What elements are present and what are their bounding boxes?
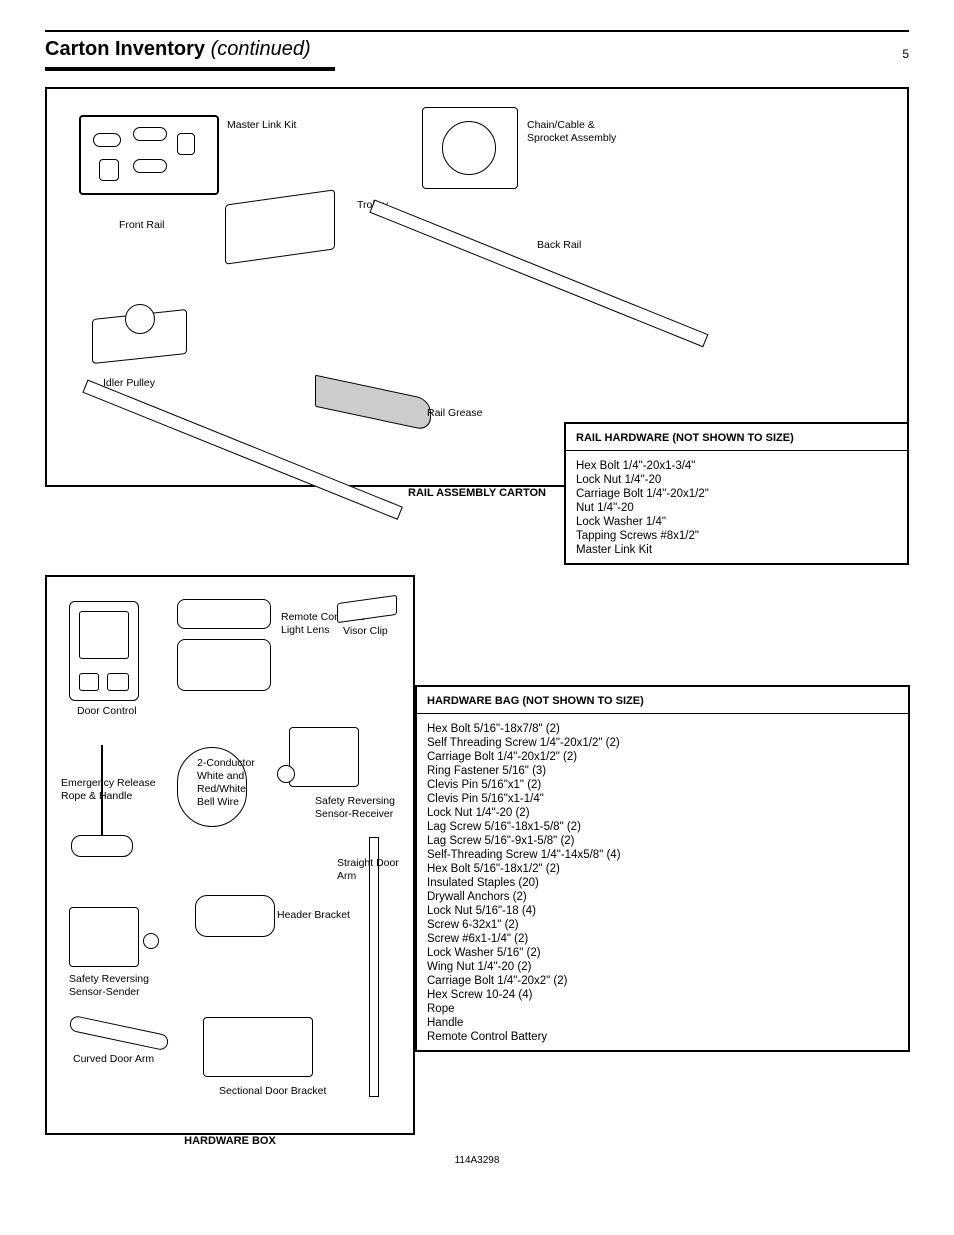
straight-arm-label: Straight Door Arm (337, 857, 413, 883)
door-control-btn1 (79, 673, 99, 691)
rope-handle-label: Emergency Release Rope & Handle (61, 777, 156, 803)
page-number: 5 (902, 47, 909, 61)
rail-hardware-box: RAIL HARDWARE (NOT SHOWN TO SIZE) Hex Bo… (564, 422, 909, 565)
chain-sprocket-inner (442, 121, 496, 175)
lens-figure (177, 639, 271, 691)
hw-item: Lag Screw 5/16"-18x1-5/8" (2) (427, 820, 898, 834)
doc-number: 114A3298 (45, 1155, 909, 1166)
chain-sprocket-label: Chain/Cable & Sprocket Assembly (527, 119, 616, 145)
rail-hardware-list: Hex Bolt 1/4"-20x1-3/4" Lock Nut 1/4"-20… (576, 459, 897, 557)
hw-item: Lock Washer 1/4" (576, 515, 897, 529)
header-bracket-figure (195, 895, 275, 937)
rail-hardware-rule (566, 450, 907, 451)
hw-item: Ring Fastener 5/16" (3) (427, 764, 898, 778)
hardware-bag-list: Hex Bolt 5/16"-18x7/8" (2) Self Threadin… (427, 722, 898, 1044)
hw-item: Tapping Screws #8x1/2" (576, 529, 897, 543)
sensor-rx-label: Safety Reversing Sensor-Receiver (315, 795, 395, 821)
page-title: Carton Inventory (continued) (45, 38, 311, 61)
hardware-bag-rule (417, 713, 908, 714)
hw-item: Rope (427, 1002, 898, 1016)
hw-item: Lock Nut 1/4"-20 (2) (427, 806, 898, 820)
hw-item: Clevis Pin 5/16"x1-1/4" (427, 792, 898, 806)
rail-hardware-heading: RAIL HARDWARE (NOT SHOWN TO SIZE) (576, 432, 897, 448)
hw-item: Hex Bolt 5/16"-18x1/2" (2) (427, 862, 898, 876)
hw-item: Hex Screw 10-24 (4) (427, 988, 898, 1002)
hw-item: Carriage Bolt 1/4"-20x2" (2) (427, 974, 898, 988)
hw-item: Master Link Kit (576, 543, 897, 557)
door-control-label: Door Control (77, 705, 137, 718)
header-bracket-label: Header Bracket (277, 909, 350, 922)
hw-item: Wing Nut 1/4"-20 (2) (427, 960, 898, 974)
back-rail-figure (369, 200, 708, 348)
master-link-shape-1 (93, 133, 121, 147)
top-rule (45, 30, 909, 32)
hw-item: Lock Washer 5/16" (2) (427, 946, 898, 960)
curved-arm-label: Curved Door Arm (73, 1053, 154, 1066)
hw-item: Lock Nut 1/4"-20 (576, 473, 897, 487)
hw-item: Nut 1/4"-20 (576, 501, 897, 515)
sensor-tx-lens (143, 933, 159, 949)
master-link-shape-2 (133, 127, 167, 141)
hw-item: Self-Threading Screw 1/4"-14x5/8" (4) (427, 848, 898, 862)
hw-item: Remote Control Battery (427, 1030, 898, 1044)
hw-item: Carriage Bolt 1/4"-20x1/2" (2) (427, 750, 898, 764)
hw-item: Hex Bolt 1/4"-20x1-3/4" (576, 459, 897, 473)
hw-item: Drywall Anchors (2) (427, 890, 898, 904)
hw-item: Hex Bolt 5/16"-18x7/8" (2) (427, 722, 898, 736)
hw-item: Insulated Staples (20) (427, 876, 898, 890)
rail-assembly-panel: Master Link Kit Trolley Chain/Cable & Sp… (45, 87, 909, 487)
idler-pulley-wheel (125, 304, 155, 334)
hardware-bag-heading: HARDWARE BAG (NOT SHOWN TO SIZE) (427, 695, 898, 711)
hw-item: Screw #6x1-1/4" (2) (427, 932, 898, 946)
door-control-screen (79, 611, 129, 659)
hardware-bag-box: HARDWARE BAG (NOT SHOWN TO SIZE) Hex Bol… (415, 685, 910, 1052)
door-control-btn2 (107, 673, 129, 691)
rail-grease-label: Rail Grease (427, 407, 482, 420)
idler-pulley-label: Idler Pulley (103, 377, 155, 390)
visor-clip-figure (337, 595, 397, 623)
back-rail-label: Back Rail (537, 239, 581, 252)
remote-figure (177, 599, 271, 629)
visor-clip-label: Visor Clip (343, 625, 388, 638)
door-bracket-label: Sectional Door Bracket (219, 1085, 326, 1098)
master-link-label: Master Link Kit (227, 119, 296, 132)
hw-item: Carriage Bolt 1/4"-20x1/2" (576, 487, 897, 501)
panel-b-caption: HARDWARE BOX (47, 1135, 413, 1149)
hw-item: Clevis Pin 5/16"x1" (2) (427, 778, 898, 792)
hw-item: Self Threading Screw 1/4"-20x1/2" (2) (427, 736, 898, 750)
title-continued: (continued) (211, 38, 311, 60)
bell-wire-label: 2-Conductor White and Red/White Bell Wir… (197, 757, 255, 810)
handle-figure (71, 835, 133, 857)
header-row: Carton Inventory (continued) 5 (45, 38, 909, 61)
hw-item: Lag Screw 5/16"-9x1-5/8" (2) (427, 834, 898, 848)
hardware-box-wrap: Door Control Remote Control & Light Lens… (45, 575, 415, 1135)
master-link-shape-5 (133, 159, 167, 173)
master-link-shape-3 (177, 133, 195, 155)
hw-item: Lock Nut 5/16"-18 (4) (427, 904, 898, 918)
sensor-rx-figure (289, 727, 359, 787)
hw-item: Handle (427, 1016, 898, 1030)
sensor-tx-figure (69, 907, 139, 967)
sensor-tx-label: Safety Reversing Sensor-Sender (69, 973, 149, 999)
sensor-rx-lens (277, 765, 295, 783)
title-main: Carton Inventory (45, 38, 205, 60)
hardware-box-panel: Door Control Remote Control & Light Lens… (45, 575, 415, 1135)
title-underline (45, 67, 335, 71)
front-rail-label: Front Rail (119, 219, 165, 232)
door-bracket-figure (203, 1017, 313, 1077)
hw-item: Screw 6-32x1" (2) (427, 918, 898, 932)
trolley-figure (225, 189, 335, 264)
master-link-shape-4 (99, 159, 119, 181)
rail-grease-figure (315, 375, 431, 432)
curved-arm-figure (68, 1015, 169, 1051)
